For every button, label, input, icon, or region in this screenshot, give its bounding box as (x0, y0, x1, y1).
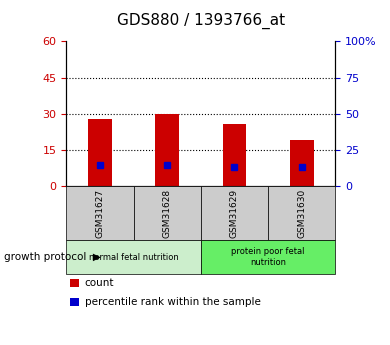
Text: GSM31628: GSM31628 (163, 188, 172, 238)
Text: protein poor fetal
nutrition: protein poor fetal nutrition (231, 247, 305, 267)
Text: growth protocol  ▶: growth protocol ▶ (4, 252, 101, 262)
Text: percentile rank within the sample: percentile rank within the sample (85, 297, 261, 307)
Bar (290, 140, 314, 186)
Text: GDS880 / 1393766_at: GDS880 / 1393766_at (117, 13, 285, 29)
Bar (88, 119, 112, 186)
Text: count: count (85, 278, 114, 288)
Bar (223, 124, 246, 186)
Bar (156, 114, 179, 186)
Text: GSM31630: GSM31630 (297, 188, 306, 238)
Text: GSM31627: GSM31627 (96, 188, 105, 238)
Text: normal fetal nutrition: normal fetal nutrition (89, 253, 179, 262)
Text: GSM31629: GSM31629 (230, 188, 239, 238)
